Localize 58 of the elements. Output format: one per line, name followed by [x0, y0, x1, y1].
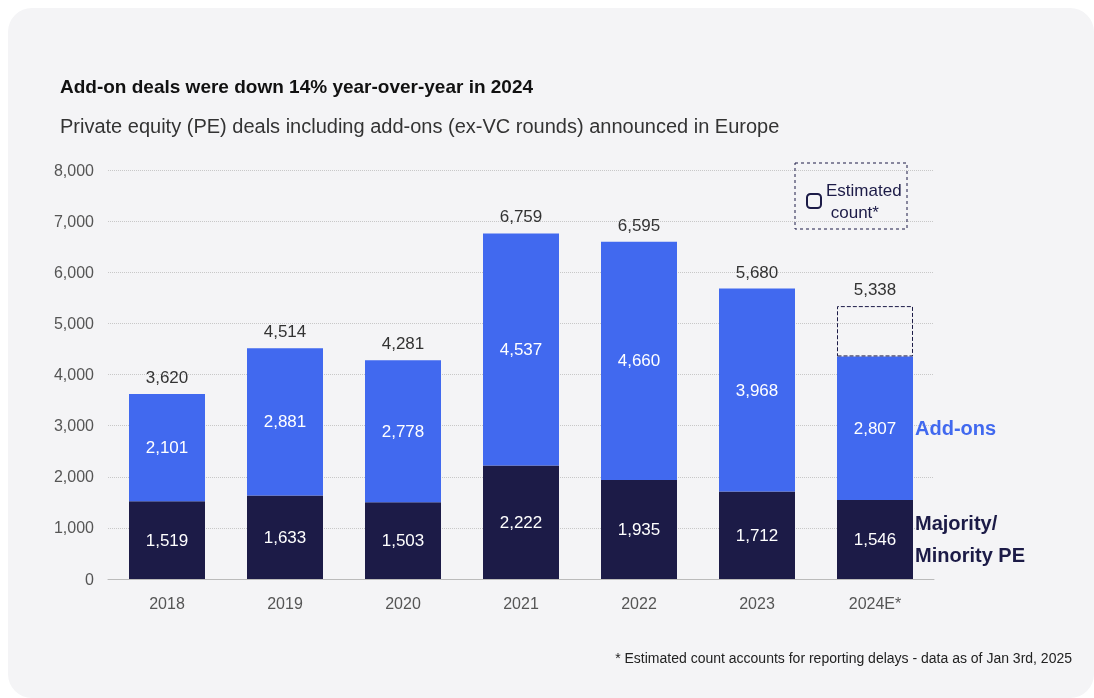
- data-label: 4,660: [617, 351, 661, 371]
- text: * Estimated count accounts for reporting delays - data as of Jan 3rd, 2025: [615, 650, 1073, 666]
- chart-title: Add-on deals were down 14% year-over-year in 2024: [60, 76, 534, 97]
- bar: [247, 348, 323, 496]
- data-label: 1,633: [263, 527, 307, 547]
- x-tick-label: 2019: [267, 594, 303, 612]
- total-label: 4,514: [263, 322, 307, 342]
- bar: [837, 306, 913, 357]
- bar: [483, 233, 559, 466]
- data-label: 2,807: [853, 418, 897, 438]
- data-label: 1,519: [145, 530, 189, 550]
- legend-label: Estimated count*: [826, 180, 902, 222]
- x-tick-label: 2024E*: [848, 594, 902, 612]
- x-tick-label: 2021: [503, 594, 539, 612]
- bar: [129, 501, 205, 579]
- data-label: 1,712: [735, 525, 779, 545]
- y-tick-label: 6,000: [53, 263, 95, 281]
- bar: [129, 393, 205, 502]
- x-tick-label: 2023: [739, 594, 775, 612]
- x-tick-label: 2018: [149, 594, 185, 612]
- bar: [837, 499, 913, 579]
- chart-subtitle: Private equity (PE) deals including add-ons (ex-VC rounds) announced in Europe: [60, 115, 780, 137]
- y-tick-label: 0: [85, 570, 95, 588]
- y-tick-label: 4,000: [53, 366, 95, 383]
- data-label: 1,935: [617, 520, 661, 540]
- bar: [483, 465, 559, 579]
- series-label: Majority/ Minority PE: [915, 512, 1026, 567]
- x-tick-label: 2022: [621, 594, 657, 612]
- y-tick-label: 7,000: [53, 212, 95, 230]
- total-label: 3,620: [145, 367, 189, 387]
- data-label: 2,778: [381, 421, 425, 441]
- data-label: 1,546: [853, 529, 897, 549]
- bar: [365, 502, 441, 579]
- y-tick-label: 2,000: [53, 468, 95, 486]
- series-label: Add-ons: [915, 417, 997, 440]
- bar: [601, 480, 677, 579]
- total-label: 5,338: [853, 280, 897, 300]
- data-label: 1,503: [381, 531, 425, 551]
- data-label: 2,222: [499, 512, 543, 532]
- y-tick-label: 3,000: [53, 417, 95, 435]
- data-label: 4,537: [499, 339, 543, 359]
- x-tick-label: 2020: [385, 594, 421, 612]
- y-tick-label: 5,000: [53, 314, 95, 332]
- bar: [601, 241, 677, 481]
- y-tick-label: 8,000: [53, 161, 95, 179]
- bar: [837, 356, 913, 500]
- y-tick-label: 1,000: [53, 519, 95, 537]
- total-label: 5,680: [735, 262, 779, 282]
- total-label: 6,595: [617, 215, 661, 235]
- data-label: 3,968: [735, 380, 779, 400]
- data-label: 2,101: [145, 438, 189, 458]
- total-label: 6,759: [499, 207, 543, 227]
- bar: [365, 360, 441, 503]
- bar: [247, 495, 323, 579]
- total-label: 4,281: [381, 334, 425, 354]
- data-label: 2,881: [263, 412, 307, 432]
- bar: [719, 491, 795, 579]
- bar: [719, 288, 795, 492]
